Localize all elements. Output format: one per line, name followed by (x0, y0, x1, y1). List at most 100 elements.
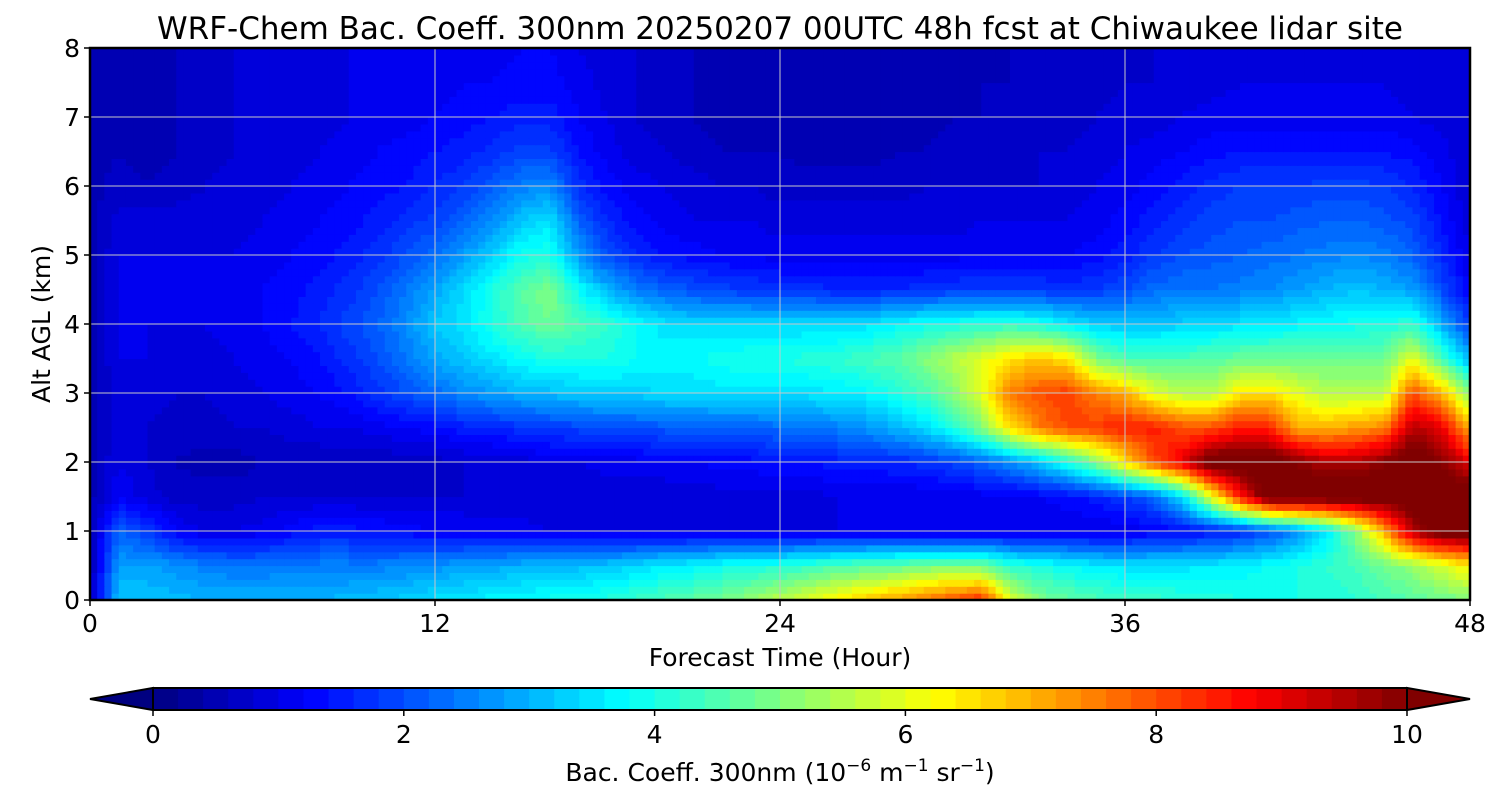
heatmap-cell (974, 482, 982, 491)
heatmap-cell (636, 462, 645, 470)
heatmap-cell (197, 537, 206, 546)
heatmap-cell (880, 448, 889, 456)
heatmap-cell (614, 475, 623, 484)
heatmap-cell (665, 531, 673, 539)
heatmap-cell (1218, 593, 1227, 600)
heatmap-cell (1103, 482, 1112, 491)
heatmap-cell (772, 475, 781, 484)
heatmap-cell (823, 420, 831, 429)
heatmap-cell (923, 565, 932, 573)
heatmap-cell (183, 441, 192, 449)
heatmap-cell (722, 586, 731, 594)
heatmap-cell (909, 586, 918, 594)
heatmap-cell (880, 565, 889, 573)
heatmap-cell (406, 579, 415, 587)
heatmap-cell (1189, 531, 1198, 539)
heatmap-cell (1103, 593, 1112, 600)
heatmap-cell (456, 537, 465, 546)
heatmap-cell (478, 544, 486, 553)
heatmap-cell (1110, 579, 1119, 587)
heatmap-cell (902, 468, 910, 477)
heatmap-cell (1002, 558, 1011, 567)
heatmap-cell (1038, 572, 1047, 580)
heatmap-cell (995, 572, 1004, 580)
heatmap-cell (154, 441, 163, 449)
heatmap-cell (794, 531, 803, 539)
heatmap-cell (1405, 558, 1414, 567)
heatmap-cell (715, 482, 724, 491)
heatmap-cell (1074, 565, 1083, 573)
heatmap-cell (456, 586, 465, 594)
heatmap-cell (794, 427, 803, 435)
heatmap-cell (506, 537, 515, 546)
heatmap-cell (1455, 517, 1464, 525)
heatmap-cell (578, 544, 587, 553)
heatmap-cell (1426, 551, 1435, 560)
heatmap-cell (485, 496, 494, 504)
heatmap-cell (1419, 482, 1428, 491)
heatmap-cell (1218, 544, 1227, 553)
heatmap-cell (974, 427, 982, 435)
heatmap-cell (585, 441, 594, 449)
heatmap-cell (1089, 441, 1097, 449)
heatmap-cell (420, 579, 429, 587)
heatmap-cell (391, 517, 400, 525)
heatmap-cell (614, 455, 623, 463)
heatmap-cell (478, 551, 486, 560)
heatmap-cell (916, 420, 925, 429)
heatmap-cell (1304, 517, 1313, 525)
heatmap-cell (564, 565, 573, 573)
heatmap-cell (1225, 420, 1234, 429)
heatmap-cell (284, 572, 292, 580)
heatmap-cell (1405, 489, 1414, 498)
heatmap-cell (708, 551, 716, 560)
heatmap-cell (744, 468, 752, 477)
heatmap-cell (1117, 420, 1126, 429)
heatmap-cell (147, 537, 156, 546)
heatmap-cell (1261, 468, 1270, 477)
heatmap-cell (1045, 489, 1054, 498)
heatmap-cell (348, 434, 357, 442)
heatmap-cell (851, 517, 860, 525)
heatmap-cell (248, 558, 256, 567)
heatmap-cell (262, 482, 271, 491)
heatmap-cell (1081, 489, 1090, 498)
heatmap-cell (1053, 482, 1061, 491)
heatmap-cell (1390, 468, 1399, 477)
heatmap-cell (1024, 482, 1033, 491)
heatmap-cell (1010, 579, 1018, 587)
heatmap-cell (154, 517, 163, 525)
heatmap-cell (708, 434, 716, 442)
heatmap-cell (751, 551, 760, 560)
heatmap-cell (787, 565, 795, 573)
heatmap-cell (1462, 579, 1470, 587)
heatmap-cell (456, 503, 465, 511)
heatmap-cell (176, 503, 185, 511)
heatmap-cell (276, 448, 285, 456)
heatmap-cell (248, 572, 256, 580)
heatmap-cell (111, 517, 120, 525)
heatmap-cell (348, 475, 357, 484)
heatmap-cell (499, 475, 508, 484)
heatmap-cell (1290, 434, 1299, 442)
heatmap-cell (693, 586, 702, 594)
heatmap-cell (363, 503, 371, 511)
heatmap-cell (492, 468, 501, 477)
heatmap-cell (952, 462, 961, 470)
heatmap-cell (1419, 579, 1428, 587)
heatmap-cell (305, 537, 314, 546)
heatmap-cell (1398, 558, 1406, 567)
heatmap-cell (1340, 558, 1349, 567)
heatmap-cell (262, 524, 271, 532)
heatmap-cell (161, 441, 170, 449)
heatmap-cell (1053, 496, 1061, 504)
heatmap-cell (1376, 572, 1385, 580)
heatmap-cell (420, 462, 429, 470)
heatmap-cell (384, 593, 393, 600)
heatmap-cell (859, 455, 867, 463)
heatmap-cell (557, 482, 565, 491)
heatmap-cell (794, 468, 803, 477)
heatmap-cell (672, 565, 680, 573)
heatmap-cell (686, 586, 695, 594)
heatmap-cell (801, 462, 810, 470)
